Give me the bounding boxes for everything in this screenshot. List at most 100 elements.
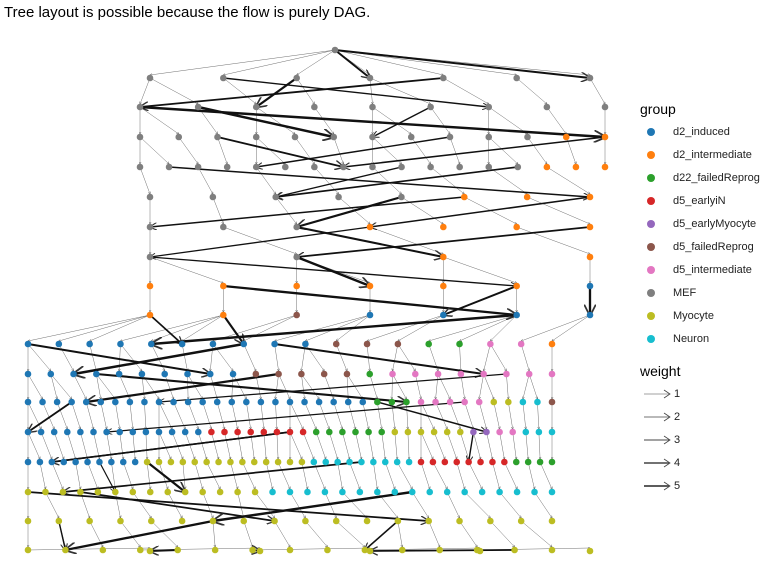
- graph-edge: [149, 256, 223, 283]
- graph-edge: [435, 401, 448, 429]
- graph-node-Myocyte: [240, 517, 248, 525]
- legend-weight-list: 1 2 3 4 5: [640, 382, 768, 497]
- graph-edge: [483, 373, 494, 399]
- graph-node-d2_induced: [96, 458, 103, 466]
- graph-edge: [443, 256, 516, 283]
- graph-node-Myocyte: [271, 517, 278, 525]
- graph-node-MEF: [407, 133, 415, 141]
- graph-node-d5_failedReprog: [298, 370, 305, 378]
- graph-node-d22_failedReprog: [403, 398, 410, 406]
- graph-edge: [212, 520, 215, 547]
- graph-node-MEF: [175, 133, 183, 141]
- graph-edge-heavy: [297, 226, 591, 257]
- graph-node-d2_intermediate: [572, 163, 580, 171]
- graph-node-Myocyte: [391, 428, 399, 436]
- legend-item-d2_intermediate: d2_intermediate: [640, 143, 768, 166]
- graph-node-d2_intermediate: [586, 253, 594, 261]
- graph-node-Myocyte: [487, 517, 494, 525]
- graph-edge: [265, 461, 272, 489]
- graph-node-Myocyte: [404, 428, 412, 436]
- graph-node-d2_induced: [181, 428, 189, 436]
- chart-title: Tree layout is possible because the flow…: [4, 4, 371, 21]
- graph-node-Myocyte: [227, 458, 234, 466]
- graph-node-Myocyte: [239, 458, 246, 466]
- graph-node-d2_intermediate: [366, 223, 374, 231]
- graph-edge: [516, 226, 590, 254]
- graph-node-d2_induced: [168, 428, 176, 436]
- legend-label: d2_induced: [673, 125, 730, 138]
- graph-edge: [537, 401, 538, 429]
- graph-node-Neuron: [531, 488, 538, 496]
- graph-edge: [521, 314, 591, 341]
- graph-edge: [479, 373, 484, 399]
- graph-edge: [552, 314, 591, 341]
- graph-node-d5_earlyiN: [489, 458, 496, 466]
- graph-edge: [516, 77, 547, 104]
- graph-edge: [120, 520, 140, 547]
- graph-node-d22_failedReprog: [339, 428, 346, 436]
- graph-edge: [120, 314, 224, 341]
- graph-node-Myocyte: [199, 488, 206, 496]
- graph-edge: [372, 166, 402, 194]
- graph-node-d2_intermediate: [523, 193, 531, 201]
- graph-edge: [184, 431, 195, 459]
- graph-node-Myocyte: [286, 546, 294, 554]
- graph-edge: [488, 166, 527, 194]
- graph-edge: [401, 196, 443, 224]
- graph-edge: [336, 520, 365, 547]
- graph-node-d5_failedReprog: [332, 340, 340, 348]
- legend-weight-label: 3: [674, 433, 681, 446]
- graph-edge: [276, 431, 278, 459]
- graph-node-d2_induced: [108, 458, 115, 466]
- graph-edge: [355, 431, 362, 459]
- graph-edge: [146, 461, 150, 489]
- graph-node-Myocyte: [86, 517, 93, 525]
- graph-edge: [432, 461, 447, 489]
- graph-node-d5_intermediate: [525, 370, 533, 378]
- graph-node-Myocyte: [99, 546, 107, 554]
- legend-weight-item: 4: [640, 451, 768, 474]
- graph-node-d2_induced: [77, 428, 84, 436]
- graph-node-MEF: [282, 163, 289, 171]
- graph-edge: [80, 431, 87, 459]
- graph-node-Neuron: [426, 488, 434, 496]
- graph-node-Myocyte: [181, 488, 189, 496]
- graph-edge: [486, 431, 493, 459]
- legend-item-d5_intermediate: d5_intermediate: [640, 258, 768, 281]
- legend-swatch: [647, 127, 655, 136]
- graph-node-Myocyte: [457, 428, 464, 436]
- graph-node-d2_induced: [147, 340, 155, 348]
- graph-node-Neuron: [322, 458, 330, 466]
- graph-edge: [243, 520, 253, 547]
- graph-node-Neuron: [370, 458, 377, 466]
- graph-node-d2_induced: [116, 428, 123, 436]
- graph-node-d5_intermediate: [434, 370, 442, 378]
- legend-label: d2_intermediate: [673, 148, 752, 161]
- graph-node-MEF: [330, 133, 338, 141]
- graph-edge: [460, 431, 468, 459]
- graph-edge: [289, 431, 302, 459]
- graph-node-MEF: [293, 223, 300, 231]
- graph-node-d2_induced: [90, 428, 97, 436]
- legend-swatch: [647, 242, 655, 251]
- graph-node-d2_induced: [272, 398, 279, 406]
- graph-node-MEF: [398, 193, 405, 201]
- graph-edge: [369, 373, 378, 399]
- graph-node-MEF: [146, 253, 154, 261]
- graph-node-d5_intermediate: [503, 370, 510, 378]
- graph-edge-heavy: [150, 226, 371, 257]
- graph-node-MEF: [524, 133, 531, 141]
- legend-label: d22_failedReprog: [673, 171, 760, 184]
- graph-node-Myocyte: [55, 517, 63, 525]
- legend-swatch: [647, 173, 655, 182]
- graph-edge: [164, 373, 174, 399]
- graph-edge: [478, 401, 486, 429]
- graph-edge: [484, 343, 491, 371]
- graph-edge: [256, 106, 295, 134]
- graph-node-d5_earlyiN: [441, 458, 449, 466]
- graph-edge: [58, 343, 74, 371]
- legend-label: d5_intermediate: [673, 263, 752, 276]
- graph-edge: [27, 373, 43, 399]
- graph-node-d2_induced: [119, 458, 127, 466]
- graph-edge-heavy: [150, 550, 178, 551]
